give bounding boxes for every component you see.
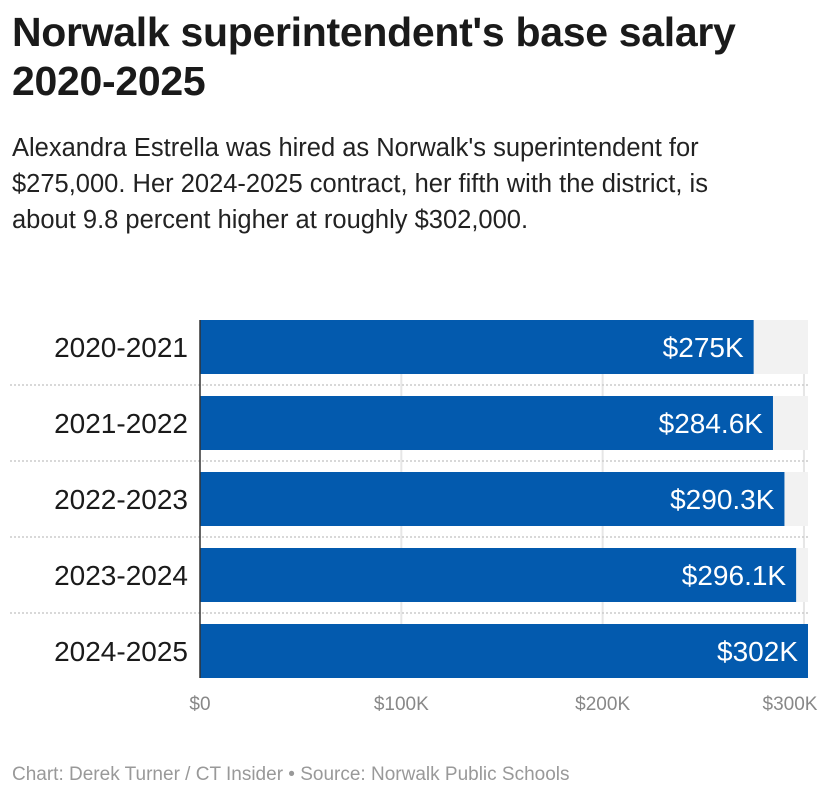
bar (200, 396, 773, 450)
bar-value-label: $284.6K (659, 408, 764, 439)
bar (200, 472, 785, 526)
bar-chart: $0 $100K $200K $300K $275K 2020-2021 $284.6K 20… (10, 320, 818, 715)
bar-value-label: $296.1K (682, 560, 787, 591)
x-tick-label: $300K (763, 694, 818, 715)
bar (200, 320, 754, 374)
category-label: 2024-2025 (54, 636, 188, 667)
x-tick-label: $200K (575, 694, 630, 715)
category-label: 2022-2023 (54, 484, 188, 515)
category-label: 2023-2024 (54, 560, 188, 591)
category-label: 2020-2021 (54, 332, 188, 363)
x-tick-label: $100K (374, 694, 429, 715)
bar (200, 548, 797, 602)
bar-value-label: $302K (717, 636, 798, 667)
chart-title: Norwalk superintendent's base salary 202… (12, 9, 736, 104)
chart-footer: Chart: Derek Turner / CT Insider • Sourc… (12, 764, 570, 785)
bar (200, 624, 808, 678)
bar-value-label: $275K (663, 332, 744, 363)
category-label: 2021-2022 (54, 408, 188, 439)
chart-subtitle: Alexandra Estrella was hired as Norwalk'… (12, 134, 708, 234)
x-tick-label: $0 (189, 694, 210, 715)
bar-value-label: $290.3K (670, 484, 775, 515)
